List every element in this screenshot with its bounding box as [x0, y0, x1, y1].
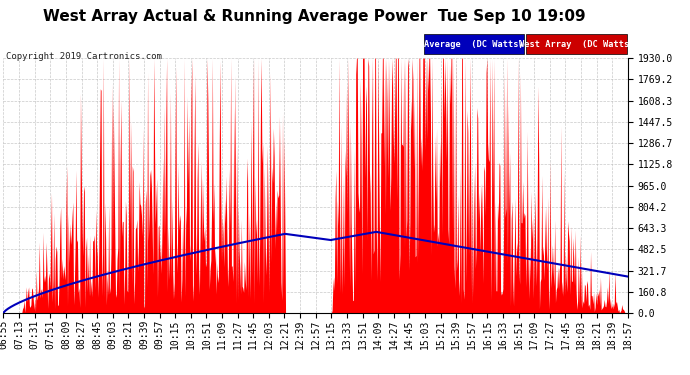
Text: Average  (DC Watts): Average (DC Watts)	[424, 40, 524, 49]
Text: West Array  (DC Watts): West Array (DC Watts)	[519, 40, 634, 49]
Text: Copyright 2019 Cartronics.com: Copyright 2019 Cartronics.com	[6, 52, 161, 61]
Text: West Array Actual & Running Average Power  Tue Sep 10 19:09: West Array Actual & Running Average Powe…	[43, 9, 585, 24]
